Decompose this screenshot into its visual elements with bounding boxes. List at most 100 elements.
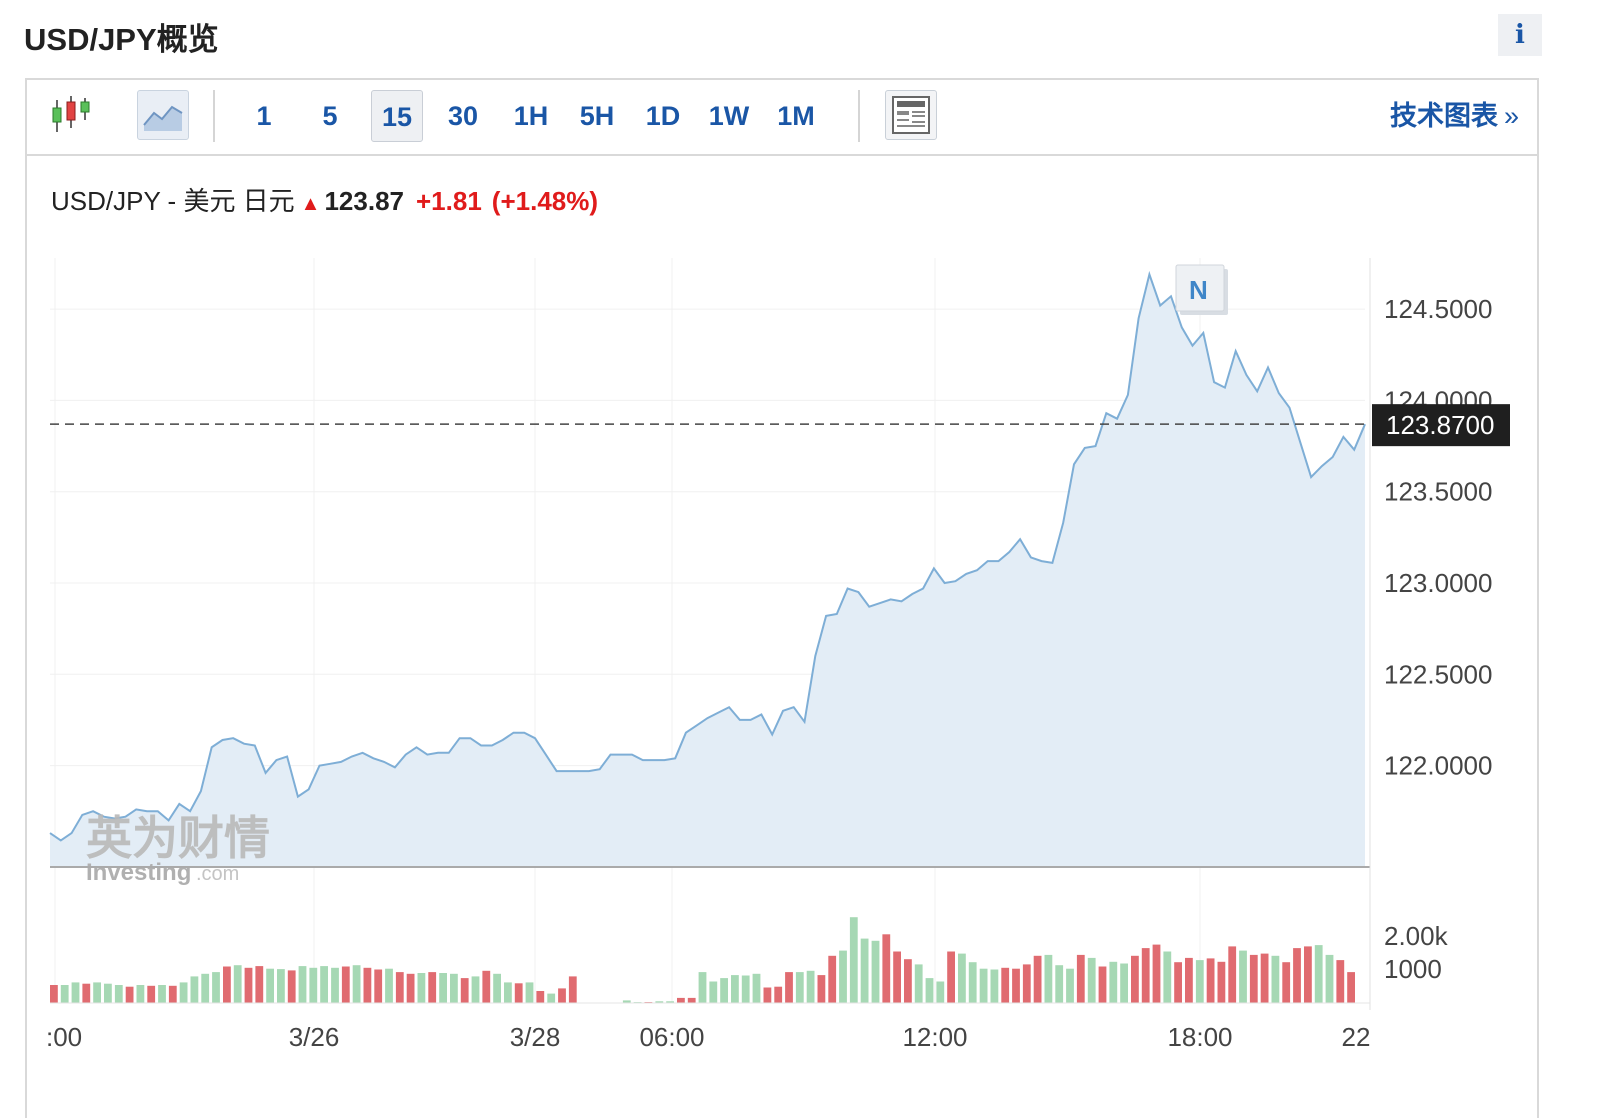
news-marker-box — [1175, 264, 1225, 312]
timeframe-1w[interactable]: 1W — [708, 101, 750, 131]
volume-bar — [460, 978, 469, 1003]
volume-bar — [1260, 953, 1269, 1003]
volume-bar — [1239, 950, 1247, 1003]
volume-bar — [114, 985, 123, 1003]
volume-axis-label: 1000 — [1384, 954, 1442, 984]
page-title: USD/JPY概览 — [24, 22, 219, 57]
volume-bar — [904, 959, 912, 1003]
timeframe-15[interactable]: 15 — [371, 90, 423, 142]
volume-bar — [439, 973, 447, 1003]
price-axis-label: 124.5000 — [1384, 294, 1492, 324]
volume-bar — [374, 969, 383, 1003]
volume-bar — [93, 982, 101, 1003]
volume-bar — [287, 970, 296, 1003]
volume-bar — [720, 978, 728, 1003]
volume-axis-label: 2.00k — [1384, 921, 1449, 951]
volume-bar — [1293, 948, 1301, 1003]
volume-bar — [731, 975, 739, 1003]
volume-bar — [1076, 954, 1085, 1003]
volume-bar — [860, 938, 869, 1003]
time-axis-label: 06:00 — [639, 1022, 704, 1052]
advanced-chart-link[interactable]: 技术图表» — [1390, 90, 1519, 142]
volume-bar — [525, 982, 534, 1003]
volume-bar — [514, 983, 523, 1003]
info-button[interactable]: i — [1498, 14, 1542, 56]
volume-bar — [1087, 957, 1096, 1003]
volume-bar — [1347, 972, 1355, 1003]
volume-bar — [1282, 962, 1291, 1003]
volume-bar — [60, 985, 69, 1003]
volume-bar — [882, 934, 891, 1003]
price-axis-label: 123.5000 — [1384, 477, 1492, 507]
watermark-logo-cn: 英为财情 — [86, 811, 270, 865]
volume-bar — [1185, 957, 1193, 1003]
volume-bar — [1163, 951, 1172, 1003]
volume-bar — [1314, 945, 1323, 1003]
quote-change: +1.81 — [416, 186, 482, 216]
volume-bar — [158, 985, 166, 1003]
volume-bar — [493, 973, 501, 1003]
time-axis-label: 12:00 — [902, 1022, 967, 1052]
volume-bar — [795, 972, 804, 1003]
timeframe-5h[interactable]: 5H — [579, 101, 615, 131]
volume-bar — [309, 967, 318, 1003]
price-axis-label: 122.0000 — [1384, 751, 1492, 781]
volume-bar — [677, 997, 685, 1004]
price-area-fill — [50, 274, 1365, 866]
time-axis-label: 3/28 — [510, 1022, 561, 1052]
volume-bar — [958, 953, 966, 1003]
volume-bar — [450, 973, 458, 1003]
volume-bar — [168, 985, 177, 1003]
volume-bar — [1012, 968, 1020, 1003]
volume-bar — [482, 970, 491, 1003]
volume-bar — [839, 950, 847, 1003]
volume-bar — [1249, 954, 1258, 1003]
volume-bar — [417, 973, 426, 1003]
current-price-label: 123.8700 — [1386, 410, 1494, 440]
timeframe-1h[interactable]: 1H — [513, 101, 549, 131]
volume-bar — [536, 991, 545, 1003]
candlestick-icon[interactable] — [47, 90, 99, 140]
volume-bar — [320, 966, 328, 1003]
volume-bar — [1271, 955, 1280, 1003]
volume-bar — [1325, 954, 1334, 1003]
volume-bar — [179, 982, 188, 1003]
volume-bar — [1336, 960, 1345, 1003]
volume-bar — [666, 1001, 674, 1003]
volume-bar — [385, 968, 393, 1003]
volume-bar — [990, 969, 999, 1003]
quote-symbol: USD/JPY - 美元 日元 — [51, 186, 295, 216]
area-chart-icon[interactable] — [137, 90, 189, 140]
timeframe-30[interactable]: 30 — [447, 101, 479, 131]
volume-bar — [828, 955, 837, 1003]
volume-bar — [1120, 963, 1128, 1003]
volume-bar — [1131, 955, 1139, 1003]
volume-bar — [266, 968, 274, 1003]
volume-bar — [968, 962, 977, 1003]
up-arrow-icon: ▲ — [300, 193, 321, 215]
volume-bar — [1228, 946, 1237, 1004]
volume-bar — [212, 972, 220, 1003]
timeframe-1d[interactable]: 1D — [645, 101, 681, 131]
volume-bar — [925, 978, 934, 1003]
volume-bar — [190, 976, 199, 1003]
volume-bar — [1195, 960, 1204, 1003]
toolbar-divider — [213, 90, 215, 142]
volume-bar — [395, 972, 404, 1003]
volume-bar — [785, 972, 793, 1003]
volume-bar — [1304, 946, 1312, 1004]
volume-bar — [687, 997, 696, 1004]
volume-bar — [763, 987, 772, 1003]
volume-bar — [936, 981, 945, 1003]
volume-bar — [471, 976, 480, 1003]
volume-bar — [709, 981, 718, 1003]
volume-bar — [341, 966, 350, 1003]
volume-bar — [104, 983, 112, 1003]
timeframe-5[interactable]: 5 — [322, 101, 338, 131]
volume-bar — [698, 972, 707, 1003]
volume-bar — [741, 975, 750, 1003]
timeframe-1m[interactable]: 1M — [777, 101, 815, 131]
news-layout-icon[interactable] — [885, 90, 937, 140]
timeframe-1[interactable]: 1 — [256, 101, 272, 131]
